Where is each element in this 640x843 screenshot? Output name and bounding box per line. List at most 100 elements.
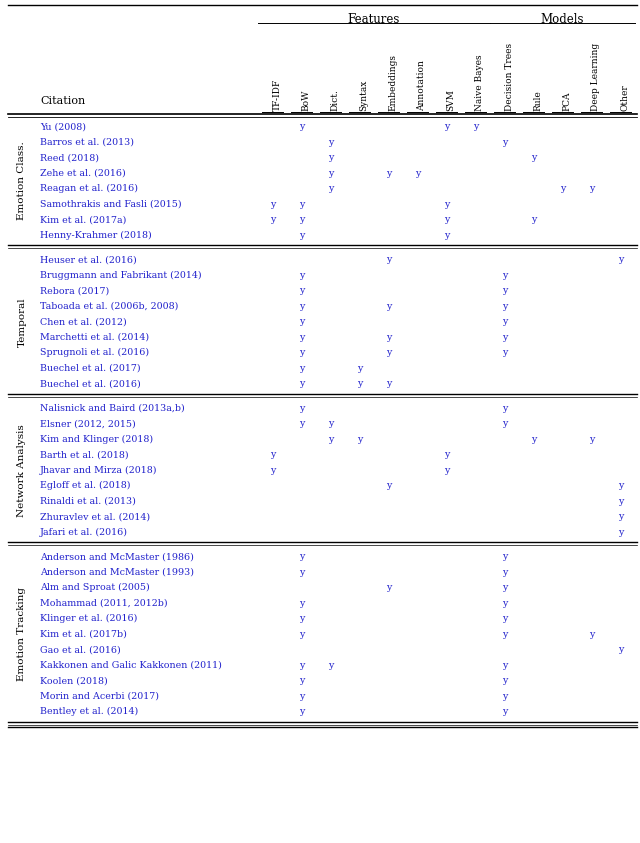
Text: Network Analysis: Network Analysis	[17, 424, 26, 517]
Text: y: y	[618, 481, 623, 491]
Text: Kakkonen and Galic Kakkonen (2011): Kakkonen and Galic Kakkonen (2011)	[40, 661, 222, 669]
Text: Mohammad (2011, 2012b): Mohammad (2011, 2012b)	[40, 599, 168, 608]
Text: y: y	[299, 599, 304, 608]
Text: Sprugnoli et al. (2016): Sprugnoli et al. (2016)	[40, 348, 149, 357]
Text: y: y	[531, 435, 536, 443]
Text: Barth et al. (2018): Barth et al. (2018)	[40, 450, 129, 459]
Text: Syntax: Syntax	[360, 79, 369, 111]
Text: y: y	[357, 379, 362, 389]
Text: y: y	[299, 317, 304, 326]
Text: y: y	[502, 302, 507, 311]
Text: Kim et al. (2017b): Kim et al. (2017b)	[40, 630, 127, 639]
Text: Bruggmann and Fabrikant (2014): Bruggmann and Fabrikant (2014)	[40, 271, 202, 280]
Text: Barros et al. (2013): Barros et al. (2013)	[40, 137, 134, 147]
Text: y: y	[618, 255, 623, 264]
Text: y: y	[299, 215, 304, 224]
Text: Rinaldi et al. (2013): Rinaldi et al. (2013)	[40, 497, 136, 506]
Text: y: y	[444, 231, 449, 239]
Text: y: y	[502, 599, 507, 608]
Text: Dict.: Dict.	[330, 89, 339, 111]
Text: y: y	[502, 661, 507, 669]
Text: y: y	[386, 348, 391, 357]
Text: y: y	[299, 302, 304, 311]
Text: y: y	[618, 497, 623, 506]
Text: y: y	[502, 630, 507, 639]
Text: Egloff et al. (2018): Egloff et al. (2018)	[40, 481, 131, 491]
Text: Other: Other	[621, 84, 630, 111]
Text: TF-IDF: TF-IDF	[273, 78, 282, 111]
Text: Elsner (2012, 2015): Elsner (2012, 2015)	[40, 419, 136, 428]
Text: y: y	[328, 419, 333, 428]
Text: Features: Features	[348, 13, 400, 26]
Text: y: y	[502, 419, 507, 428]
Text: y: y	[328, 661, 333, 669]
Text: y: y	[502, 615, 507, 623]
Text: Taboada et al. (2006b, 2008): Taboada et al. (2006b, 2008)	[40, 302, 179, 311]
Text: y: y	[328, 153, 333, 162]
Text: y: y	[502, 552, 507, 561]
Text: y: y	[299, 419, 304, 428]
Text: y: y	[270, 450, 275, 459]
Text: y: y	[502, 137, 507, 147]
Text: y: y	[299, 379, 304, 389]
Text: y: y	[560, 185, 565, 193]
Text: y: y	[386, 255, 391, 264]
Text: y: y	[386, 583, 391, 593]
Text: Citation: Citation	[40, 96, 85, 106]
Text: y: y	[502, 271, 507, 280]
Text: y: y	[299, 707, 304, 717]
Text: Anderson and McMaster (1993): Anderson and McMaster (1993)	[40, 567, 194, 577]
Text: y: y	[531, 215, 536, 224]
Text: y: y	[328, 185, 333, 193]
Text: Buechel et al. (2017): Buechel et al. (2017)	[40, 363, 141, 373]
Text: Embeddings: Embeddings	[388, 54, 397, 111]
Text: y: y	[415, 169, 420, 178]
Text: Yu (2008): Yu (2008)	[40, 122, 86, 132]
Text: y: y	[357, 435, 362, 443]
Text: Emotion Class.: Emotion Class.	[17, 142, 26, 220]
Text: y: y	[589, 435, 594, 443]
Text: Koolen (2018): Koolen (2018)	[40, 676, 108, 685]
Text: BoW: BoW	[301, 89, 310, 111]
Text: y: y	[299, 348, 304, 357]
Text: y: y	[299, 333, 304, 341]
Text: y: y	[531, 153, 536, 162]
Text: Chen et al. (2012): Chen et al. (2012)	[40, 317, 127, 326]
Text: y: y	[386, 302, 391, 311]
Text: y: y	[299, 122, 304, 132]
Text: Rule: Rule	[534, 90, 543, 111]
Text: y: y	[270, 200, 275, 209]
Text: Zhuravlev et al. (2014): Zhuravlev et al. (2014)	[40, 513, 150, 521]
Text: y: y	[357, 363, 362, 373]
Text: y: y	[299, 676, 304, 685]
Text: y: y	[386, 379, 391, 389]
Text: y: y	[299, 271, 304, 280]
Text: y: y	[589, 630, 594, 639]
Text: y: y	[299, 552, 304, 561]
Text: y: y	[386, 169, 391, 178]
Text: Marchetti et al. (2014): Marchetti et al. (2014)	[40, 333, 149, 341]
Text: y: y	[270, 465, 275, 475]
Text: Nalisnick and Baird (2013a,b): Nalisnick and Baird (2013a,b)	[40, 404, 185, 413]
Text: y: y	[299, 404, 304, 413]
Text: SVM: SVM	[447, 89, 456, 111]
Text: y: y	[502, 333, 507, 341]
Text: Models: Models	[541, 13, 584, 26]
Text: y: y	[444, 215, 449, 224]
Text: y: y	[502, 676, 507, 685]
Text: Kim et al. (2017a): Kim et al. (2017a)	[40, 215, 126, 224]
Text: y: y	[270, 215, 275, 224]
Text: y: y	[299, 363, 304, 373]
Text: Reed (2018): Reed (2018)	[40, 153, 99, 162]
Text: Decision Trees: Decision Trees	[504, 43, 513, 111]
Text: y: y	[502, 404, 507, 413]
Text: y: y	[502, 692, 507, 701]
Text: Gao et al. (2016): Gao et al. (2016)	[40, 645, 121, 654]
Text: Heuser et al. (2016): Heuser et al. (2016)	[40, 255, 137, 264]
Text: y: y	[328, 435, 333, 443]
Text: Bentley et al. (2014): Bentley et al. (2014)	[40, 707, 138, 717]
Text: Rebora (2017): Rebora (2017)	[40, 287, 109, 295]
Text: PCA: PCA	[563, 92, 572, 111]
Text: y: y	[299, 231, 304, 239]
Text: y: y	[299, 630, 304, 639]
